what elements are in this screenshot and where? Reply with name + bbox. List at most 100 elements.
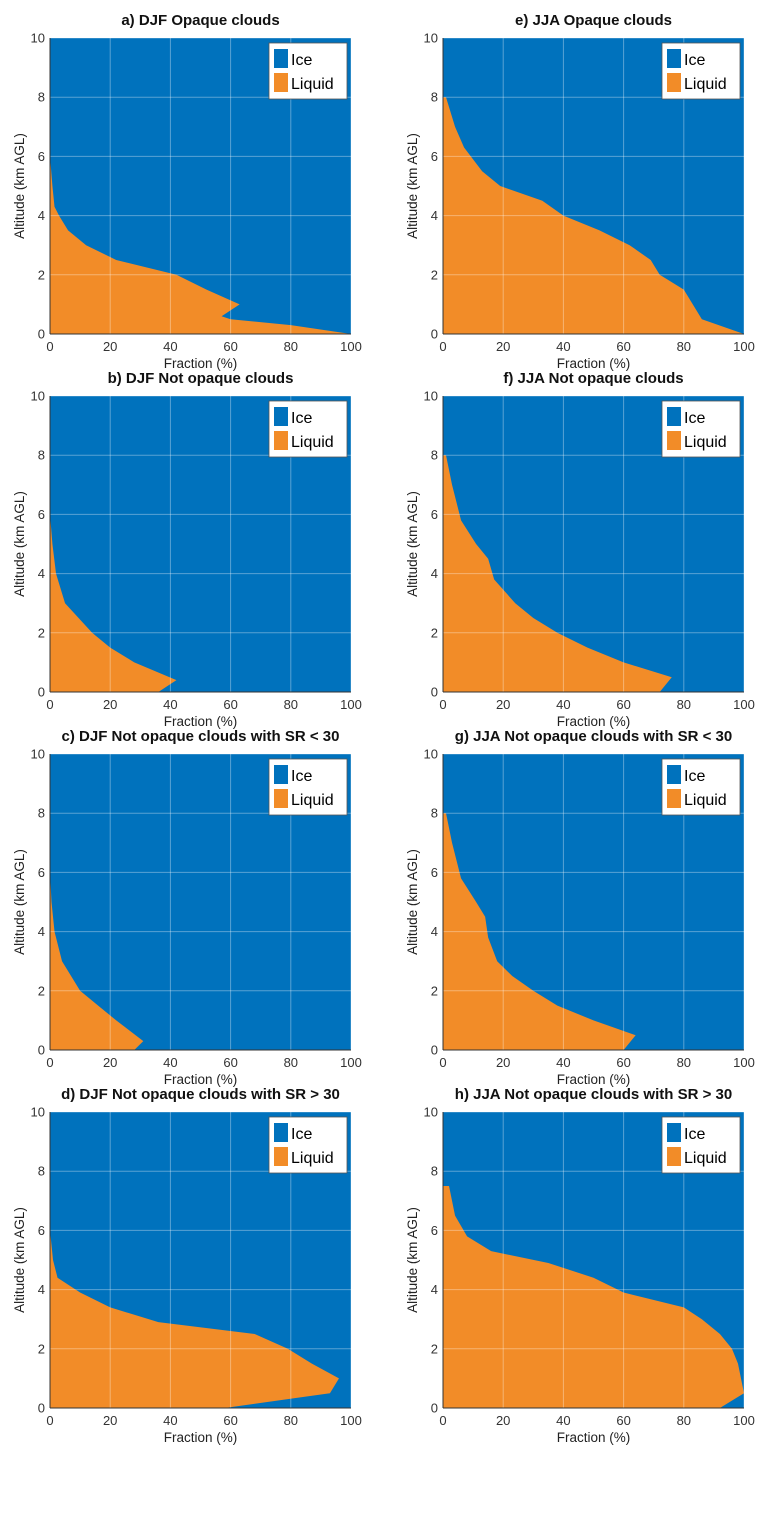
panel-f: 0 20 40 60 80 100 0 2 4 6 8 10 Fraction (%) Altitude … <box>405 370 755 729</box>
x-tick-label: 40 <box>163 339 177 354</box>
panel-title: h) JJA Not opaque clouds with SR > 30 <box>455 1086 732 1103</box>
legend: Ice Liquid <box>661 758 741 816</box>
y-tick-label: 2 <box>431 1341 438 1356</box>
legend-label-liquid: Liquid <box>291 1150 334 1167</box>
y-tick-label: 2 <box>38 1341 45 1356</box>
y-tick-label: 4 <box>431 924 438 939</box>
legend-label-ice: Ice <box>684 1126 705 1143</box>
x-tick-label: 60 <box>223 339 237 354</box>
y-axis-label: Altitude (km AGL) <box>12 133 27 239</box>
y-tick-label: 10 <box>31 1105 45 1120</box>
y-tick-label: 0 <box>431 1043 438 1058</box>
legend: Ice Liquid <box>661 1116 741 1174</box>
panel-e: 0 20 40 60 80 100 0 2 4 6 8 10 Fraction (%) Altitude … <box>405 12 755 371</box>
liquid-area <box>443 455 672 692</box>
liquid-area <box>443 813 636 1050</box>
legend-label-ice: Ice <box>291 1126 312 1143</box>
y-tick-label: 8 <box>38 806 45 821</box>
liquid-area <box>50 156 351 334</box>
x-tick-label: 100 <box>733 697 755 712</box>
x-tick-label: 20 <box>103 697 117 712</box>
x-axis-label: Fraction (%) <box>557 1072 631 1087</box>
x-tick-label: 80 <box>677 697 691 712</box>
legend-swatch-ice <box>667 407 681 426</box>
panel-h: 0 20 40 60 80 100 0 2 4 6 8 10 Fraction (%) Altitude … <box>405 1086 755 1445</box>
x-tick-label: 20 <box>496 1413 510 1428</box>
y-tick-label: 6 <box>431 1223 438 1238</box>
legend-swatch-ice <box>274 1123 288 1142</box>
y-tick-label: 8 <box>431 448 438 463</box>
legend-label-ice: Ice <box>291 410 312 427</box>
panel-title: b) DJF Not opaque clouds <box>108 370 294 387</box>
y-tick-label: 10 <box>424 1105 438 1120</box>
legend-swatch-liquid <box>274 1147 288 1166</box>
legend-label-liquid: Liquid <box>291 434 334 451</box>
legend-label-liquid: Liquid <box>291 76 334 93</box>
x-tick-label: 0 <box>46 1055 53 1070</box>
x-tick-label: 80 <box>284 1055 298 1070</box>
x-tick-label: 20 <box>496 1055 510 1070</box>
x-axis-label: Fraction (%) <box>557 356 631 371</box>
y-tick-label: 10 <box>31 31 45 46</box>
y-tick-label: 2 <box>38 983 45 998</box>
x-tick-label: 20 <box>103 1055 117 1070</box>
y-tick-label: 10 <box>424 389 438 404</box>
x-tick-label: 40 <box>556 1055 570 1070</box>
y-tick-label: 4 <box>431 566 438 581</box>
x-tick-label: 80 <box>284 339 298 354</box>
x-tick-label: 60 <box>223 697 237 712</box>
legend-swatch-ice <box>274 765 288 784</box>
y-tick-label: 10 <box>31 747 45 762</box>
y-axis-label: Altitude (km AGL) <box>405 133 420 239</box>
x-tick-label: 40 <box>556 339 570 354</box>
panel-title: c) DJF Not opaque clouds with SR < 30 <box>62 728 340 745</box>
y-tick-label: 10 <box>424 747 438 762</box>
y-axis-label: Altitude (km AGL) <box>405 1207 420 1313</box>
x-tick-label: 60 <box>616 697 630 712</box>
legend-swatch-liquid <box>667 1147 681 1166</box>
y-tick-label: 0 <box>38 1401 45 1416</box>
y-tick-label: 4 <box>431 1282 438 1297</box>
y-tick-label: 2 <box>431 625 438 640</box>
y-tick-label: 0 <box>431 685 438 700</box>
y-tick-label: 0 <box>38 685 45 700</box>
legend: Ice Liquid <box>268 758 348 816</box>
y-tick-label: 0 <box>431 327 438 342</box>
x-tick-label: 80 <box>677 339 691 354</box>
panel-a: 0 20 40 60 80 100 0 2 4 6 8 10 Fraction (%) Altitude … <box>12 12 362 371</box>
y-tick-label: 4 <box>38 208 45 223</box>
y-tick-label: 2 <box>38 625 45 640</box>
legend-swatch-liquid <box>274 73 288 92</box>
x-tick-label: 60 <box>616 1413 630 1428</box>
x-tick-label: 80 <box>677 1055 691 1070</box>
x-tick-label: 40 <box>556 697 570 712</box>
panel-title: d) DJF Not opaque clouds with SR > 30 <box>61 1086 340 1103</box>
x-tick-label: 0 <box>46 1413 53 1428</box>
legend-label-ice: Ice <box>684 410 705 427</box>
panel-d: 0 20 40 60 80 100 0 2 4 6 8 10 Fraction (%) Altitude … <box>12 1086 362 1445</box>
x-axis-label: Fraction (%) <box>557 1430 631 1445</box>
panel-c: 0 20 40 60 80 100 0 2 4 6 8 10 Fraction (%) Altitude … <box>12 728 362 1087</box>
x-tick-label: 0 <box>439 1413 446 1428</box>
x-tick-label: 80 <box>284 697 298 712</box>
x-tick-label: 60 <box>223 1413 237 1428</box>
y-axis-label: Altitude (km AGL) <box>405 849 420 955</box>
y-axis-label: Altitude (km AGL) <box>12 849 27 955</box>
legend-swatch-ice <box>274 407 288 426</box>
legend-swatch-liquid <box>667 431 681 450</box>
x-axis-label: Fraction (%) <box>164 356 238 371</box>
y-tick-label: 2 <box>38 267 45 282</box>
y-tick-label: 4 <box>38 1282 45 1297</box>
x-tick-label: 80 <box>677 1413 691 1428</box>
x-tick-label: 100 <box>340 697 362 712</box>
x-tick-label: 20 <box>496 697 510 712</box>
x-tick-label: 100 <box>340 1055 362 1070</box>
x-tick-label: 20 <box>496 339 510 354</box>
y-tick-label: 6 <box>431 865 438 880</box>
y-axis-label: Altitude (km AGL) <box>12 491 27 597</box>
x-axis-label: Fraction (%) <box>557 714 631 729</box>
x-tick-label: 0 <box>439 1055 446 1070</box>
x-tick-label: 100 <box>340 1413 362 1428</box>
legend-label-liquid: Liquid <box>684 1150 727 1167</box>
